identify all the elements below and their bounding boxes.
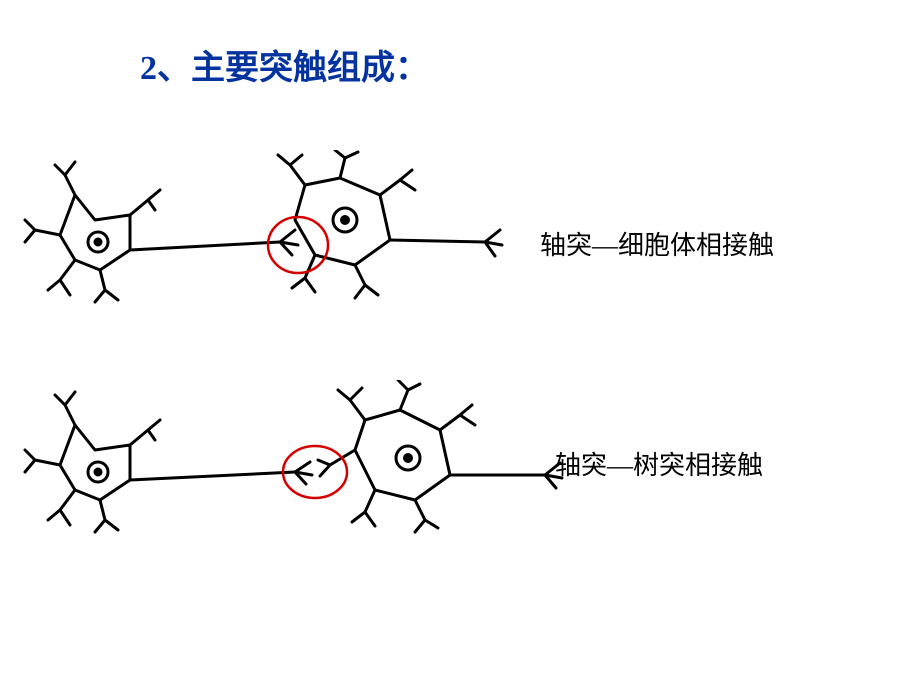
neuron-left-2 (25, 392, 312, 532)
diagram-axon-soma (20, 150, 530, 340)
slide-title: 2、主要突触组成： (140, 40, 429, 89)
slide: 2、主要突触组成： (0, 0, 920, 690)
neuron-left (25, 162, 298, 302)
neuron-right-2 (318, 380, 562, 532)
label-axon-soma: 轴突—细胞体相接触 (540, 225, 774, 262)
neuron-right (278, 150, 502, 298)
diagram-axon-dendrite (20, 380, 590, 570)
label-axon-dendrite: 轴突—树突相接触 (555, 445, 763, 482)
